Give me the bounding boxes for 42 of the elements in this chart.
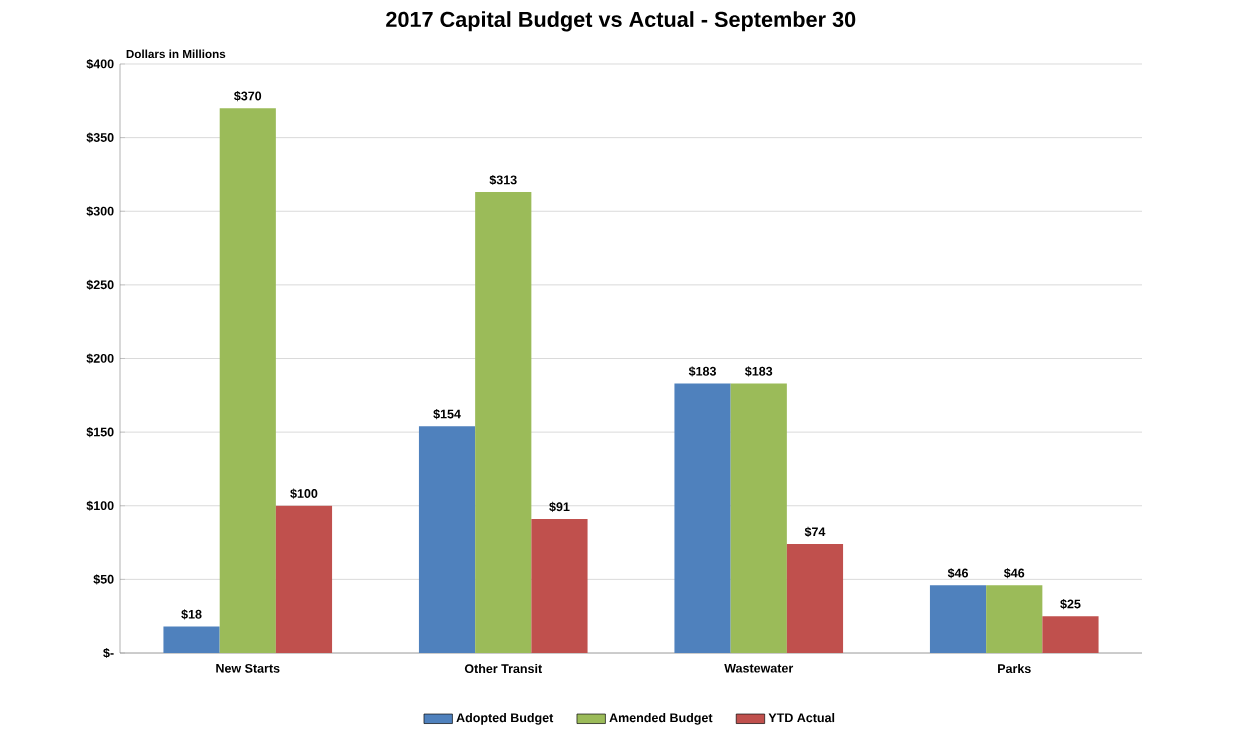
y-tick-label: $150	[86, 427, 114, 438]
data-label: $74	[804, 526, 826, 538]
x-tick-label: New Starts	[216, 663, 280, 673]
bar	[1042, 616, 1099, 653]
data-label: $46	[947, 568, 969, 579]
y-tick-label: $350	[86, 132, 114, 143]
y-tick-label: $200	[86, 353, 114, 364]
x-tick-label: Wastewater	[724, 663, 794, 673]
legend-label: Adopted Budget	[456, 713, 554, 725]
x-tick-label: Parks	[998, 663, 1031, 674]
legend-label: Amended Budget	[609, 713, 713, 725]
bar	[163, 626, 220, 653]
bar	[275, 505, 333, 653]
data-label: $183	[745, 366, 773, 377]
data-label: $91	[549, 501, 570, 512]
bar	[418, 426, 476, 653]
bar	[786, 544, 844, 653]
data-label: $313	[489, 174, 517, 186]
bar	[730, 383, 787, 653]
data-label: $154	[433, 409, 461, 420]
data-label: $370	[234, 90, 262, 102]
y-tick-label: $50	[93, 574, 114, 585]
chart-title: 2017 Capital Budget vs Actual - September 30	[386, 11, 856, 32]
y-axis-title: Dollars in Millions	[126, 49, 226, 59]
x-tick-label: Other Transit	[464, 663, 542, 674]
y-tick-label: $250	[86, 279, 114, 290]
legend-label: YTD Actual	[768, 713, 835, 723]
data-label: $25	[1060, 598, 1081, 610]
bar	[531, 519, 588, 653]
y-tick-label: $-	[103, 647, 114, 659]
y-tick-label: $100	[86, 500, 114, 511]
bar	[674, 383, 731, 653]
bar	[986, 585, 1043, 653]
bar	[475, 192, 532, 653]
y-tick-label: $300	[86, 206, 114, 217]
data-label: $18	[181, 609, 202, 620]
data-label: $100	[290, 488, 318, 499]
bar	[219, 108, 276, 653]
data-label: $183	[688, 366, 716, 377]
y-tick-label: $400	[86, 58, 114, 70]
bar	[929, 585, 987, 653]
data-label: $46	[1003, 568, 1025, 579]
